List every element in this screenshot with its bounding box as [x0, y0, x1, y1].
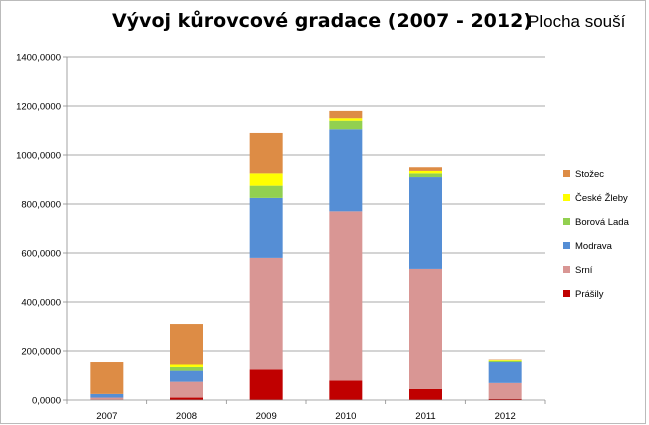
legend-label: Srní — [575, 265, 593, 276]
bar-segment — [488, 360, 522, 363]
bar-segment — [409, 167, 442, 171]
bar-segment — [488, 382, 522, 399]
bar-segment — [170, 366, 203, 371]
y-tick-label: 1000,0000 — [16, 151, 61, 162]
bar-segment — [329, 129, 363, 212]
gridlines — [67, 56, 545, 352]
bar-segment — [409, 177, 442, 269]
bar-segment — [249, 173, 283, 186]
bar-segment — [90, 393, 124, 398]
legend-swatch — [563, 218, 570, 225]
bar-segment — [329, 120, 363, 130]
y-tick-label: 600,0000 — [21, 249, 61, 260]
bar-segment — [329, 118, 363, 121]
bar-segment — [249, 132, 283, 174]
bar-segment — [90, 397, 124, 400]
bar-segment — [409, 170, 442, 174]
y-tick-label: 200,0000 — [21, 347, 61, 358]
bar-segment — [488, 360, 522, 361]
bar-segment — [170, 381, 203, 398]
bar-segment — [409, 388, 442, 400]
y-tick-label: 400,0000 — [21, 298, 61, 309]
y-tick-label: 800,0000 — [21, 200, 61, 211]
y-tick-label: 1400,0000 — [16, 53, 61, 64]
legend-swatch — [563, 266, 570, 273]
bar-segment — [488, 398, 522, 400]
chart-subtitle: Plocha souší — [528, 12, 626, 31]
bar-segment — [488, 362, 522, 383]
y-tick-label: 0,0000 — [32, 396, 61, 407]
legend-label: Stožec — [575, 169, 604, 180]
legend-swatch — [563, 194, 570, 201]
x-tick-label: 2009 — [256, 411, 277, 422]
legend-swatch — [563, 170, 570, 177]
bars — [90, 110, 522, 400]
x-tick-label: 2012 — [495, 411, 516, 422]
bar-segment — [249, 257, 283, 370]
bar-segment — [329, 211, 363, 381]
legend-label: Prášily — [575, 289, 604, 300]
y-axis: 0,0000 200,0000 400,0000 600,0000 800,0000 10… — [16, 53, 68, 407]
x-axis: 2007 2008 2009 2010 2011 2012 — [66, 399, 546, 422]
legend: Stožec České Žleby Borová Lada Modrava Srní P… — [563, 169, 630, 300]
legend-label: Modrava — [575, 241, 613, 252]
legend-label: Borová Lada — [575, 217, 630, 228]
x-tick-label: 2007 — [96, 411, 117, 422]
bar-segment — [170, 397, 203, 400]
x-tick-label: 2011 — [415, 411, 435, 422]
x-tick-label: 2008 — [176, 411, 197, 422]
bar-segment — [90, 362, 124, 394]
bar-segment — [249, 197, 283, 258]
bar-segment — [329, 110, 363, 119]
chart-title: Vývoj kůrovcové gradace (2007 - 2012) — [112, 9, 532, 32]
x-tick-label: 2010 — [335, 411, 356, 422]
legend-label: České Žleby — [575, 193, 628, 204]
legend-swatch — [563, 242, 570, 249]
bar-segment — [409, 268, 442, 389]
bar-segment — [170, 324, 203, 365]
legend-swatch — [563, 290, 570, 297]
bar-segment — [249, 185, 283, 198]
bar-segment — [249, 369, 283, 400]
y-tick-label: 1200,0000 — [16, 102, 61, 113]
bar-segment — [409, 173, 442, 178]
bar-segment — [329, 380, 363, 400]
bar-segment — [170, 370, 203, 382]
bar-segment — [170, 364, 203, 367]
